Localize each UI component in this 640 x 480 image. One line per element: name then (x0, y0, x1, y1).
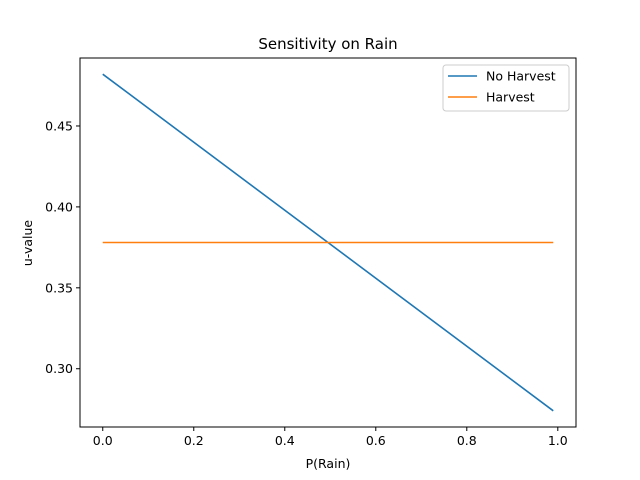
legend-label-no-harvest: No Harvest (486, 69, 556, 84)
plot-area (79, 57, 577, 428)
y-axis: 0.30 0.35 0.40 0.45 (45, 118, 80, 376)
axes-frame (79, 57, 577, 428)
x-tick-label: 0.8 (457, 433, 477, 448)
x-tick-label: 0.4 (275, 433, 295, 448)
x-tick-label: 0.2 (184, 433, 204, 448)
y-tick-label: 0.35 (45, 280, 73, 295)
x-tick-label: 0.0 (93, 433, 113, 448)
x-axis-title: P(Rain) (306, 456, 351, 471)
y-tick-label: 0.45 (45, 118, 73, 133)
y-tick-label: 0.40 (45, 199, 73, 214)
chart-title: Sensitivity on Rain (258, 35, 397, 53)
y-tick-label: 0.30 (45, 361, 73, 376)
legend-label-harvest: Harvest (486, 90, 535, 105)
x-tick-label: 1.0 (548, 433, 568, 448)
series-layer (102, 73, 554, 412)
y-axis-title: u-value (20, 220, 35, 267)
x-axis: 0.0 0.2 0.4 0.6 0.8 1.0 (93, 427, 568, 448)
x-tick-label: 0.6 (366, 433, 386, 448)
legend-items: No Harvest Harvest (448, 69, 556, 105)
legend: No Harvest Harvest (442, 64, 570, 112)
